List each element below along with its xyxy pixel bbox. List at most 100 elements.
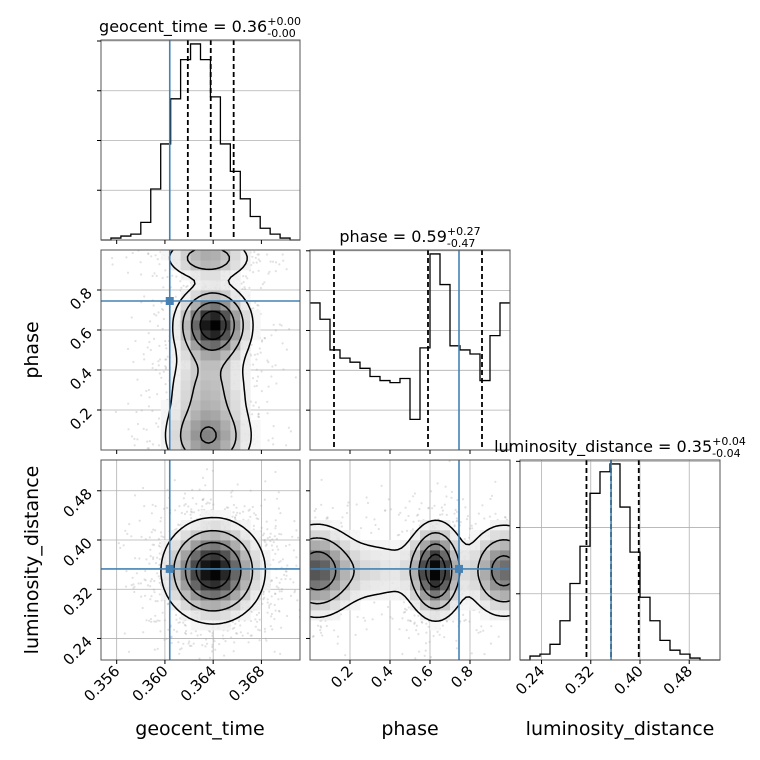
scatter-point — [389, 616, 392, 619]
density-cell — [230, 330, 241, 341]
contour-line — [199, 310, 227, 341]
scatter-point — [455, 510, 458, 513]
scatter-point — [153, 648, 156, 651]
scatter-point — [280, 324, 283, 327]
scatter-point — [257, 628, 260, 631]
scatter-point — [380, 613, 383, 616]
scatter-point — [516, 596, 518, 598]
scatter-point — [268, 590, 271, 593]
scatter-point — [224, 640, 227, 643]
scatter-point — [242, 456, 244, 458]
scatter-point — [175, 613, 178, 617]
density-cell — [190, 340, 201, 351]
scatter-point — [532, 602, 534, 604]
scatter-point — [178, 247, 180, 249]
density-cell — [240, 380, 251, 391]
scatter-point — [452, 620, 455, 623]
scatter-point — [191, 488, 194, 491]
scatter-point — [275, 382, 278, 385]
scatter-point — [278, 263, 281, 266]
scatter-point — [265, 639, 268, 642]
y-tick-label: 0.8 — [66, 284, 96, 314]
scatter-point — [165, 358, 168, 361]
scatter-point — [279, 668, 281, 670]
scatter-point — [256, 253, 259, 256]
scatter-point — [124, 529, 127, 532]
title-main: geocent_time = 0.36 — [99, 17, 267, 37]
scatter-point — [438, 633, 441, 636]
density-cell — [230, 280, 241, 291]
scatter-point — [187, 485, 189, 487]
density-cell — [430, 590, 441, 601]
scatter-point — [336, 494, 338, 496]
scatter-point — [243, 505, 246, 508]
scatter-point — [268, 536, 271, 539]
density-cell — [180, 340, 191, 351]
scatter-point — [304, 570, 306, 572]
panel-frame — [100, 249, 301, 451]
scatter-point — [453, 525, 456, 528]
scatter-point — [481, 504, 484, 507]
scatter-point — [151, 274, 154, 278]
scatter-point — [257, 406, 261, 409]
scatter-point — [253, 353, 256, 356]
scatter-point — [274, 329, 277, 332]
scatter-point — [280, 545, 282, 547]
density-cell — [190, 430, 201, 441]
scatter-point — [255, 358, 258, 361]
scatter-point — [149, 320, 152, 323]
contour-line — [184, 541, 242, 600]
scatter-point — [521, 533, 523, 535]
density-cell — [200, 360, 211, 371]
scatter-point — [226, 484, 228, 486]
scatter-point — [480, 625, 483, 628]
density-cell — [170, 260, 181, 271]
scatter-point — [272, 541, 275, 544]
density-cell — [250, 550, 261, 561]
density-cell — [210, 540, 221, 551]
scatter-point — [221, 634, 224, 637]
scatter-point — [274, 609, 277, 612]
density-cell — [250, 420, 261, 431]
scatter-point — [294, 677, 296, 679]
scatter-point — [191, 471, 193, 473]
density-cell — [230, 390, 241, 401]
scatter-point — [511, 542, 513, 544]
scatter-point — [405, 608, 408, 612]
scatter-point — [494, 480, 497, 483]
scatter-point — [182, 284, 185, 287]
scatter-point — [557, 497, 559, 499]
title-err-down: -0.47 — [447, 237, 475, 250]
scatter-point — [305, 259, 307, 261]
scatter-point — [523, 556, 525, 558]
scatter-point — [253, 250, 256, 254]
scatter-point — [470, 652, 473, 655]
scatter-point — [270, 375, 273, 378]
scatter-point — [149, 617, 153, 621]
scatter-point — [191, 451, 193, 453]
scatter-point — [164, 340, 167, 343]
scatter-point — [242, 510, 245, 513]
scatter-point — [302, 561, 304, 563]
scatter-point — [270, 334, 273, 337]
scatter-point — [154, 600, 157, 603]
scatter-point — [278, 532, 281, 536]
density-cell — [210, 320, 221, 331]
scatter-point — [195, 502, 198, 505]
scatter-point — [415, 629, 418, 632]
density-cell — [480, 580, 491, 591]
scatter-point — [189, 480, 191, 482]
density-cell — [230, 380, 241, 391]
density-cell — [200, 330, 211, 341]
scatter-point — [193, 487, 195, 489]
scatter-point — [301, 599, 303, 601]
scatter-point — [187, 505, 190, 508]
scatter-point — [198, 488, 201, 491]
density-cell — [240, 580, 251, 591]
scatter-point — [494, 512, 497, 515]
scatter-point — [526, 523, 528, 525]
density-cell — [240, 330, 251, 341]
scatter-point — [241, 634, 244, 637]
scatter-point — [133, 494, 137, 497]
